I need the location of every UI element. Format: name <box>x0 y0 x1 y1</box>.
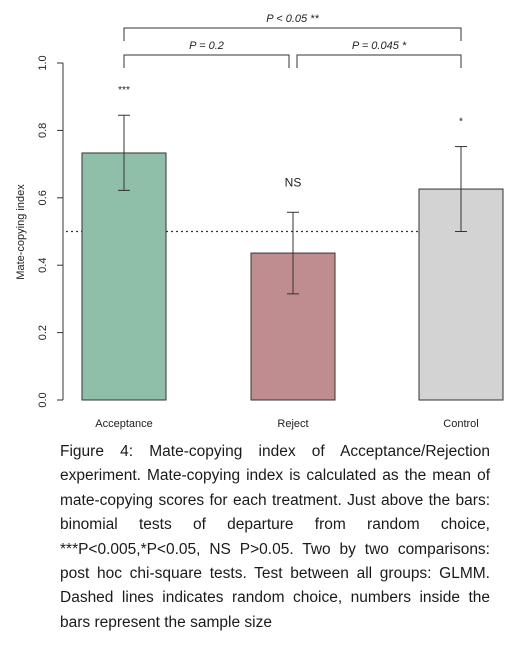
significance-label: NS <box>285 175 302 189</box>
x-tick-label: Control <box>443 418 478 430</box>
y-tick-label: 0.4 <box>37 258 49 273</box>
figure-caption: Figure 4: Mate-copying index of Acceptan… <box>60 443 490 631</box>
comparison-brackets: P < 0.05 ** P = 0.2 P = 0.045 * <box>123 13 462 68</box>
y-tick-label: 0.8 <box>37 123 49 138</box>
comparison-bracket <box>123 27 462 41</box>
comparison-label: P < 0.05 ** <box>266 13 319 25</box>
bar-chart: 0.00.20.40.60.81.0 Mate-copying index **… <box>15 13 504 430</box>
comparison-bracket <box>296 54 462 68</box>
significance-label: * <box>459 117 463 128</box>
y-tick-label: 0.0 <box>37 392 49 407</box>
significance-label: *** <box>118 85 130 96</box>
x-tick-label: Reject <box>277 418 308 430</box>
y-axis: 0.0 0.2 0.4 0.6 0.8 1.0 <box>37 55 64 408</box>
y-tick-label: 0.6 <box>37 190 49 205</box>
comparison-label: P = 0.2 <box>189 40 224 52</box>
x-tick-label: Acceptance <box>95 418 152 430</box>
y-tick-label: 1.0 <box>37 55 49 70</box>
y-tick-label: 0.2 <box>37 325 49 340</box>
comparison-label: P = 0.045 * <box>352 40 407 52</box>
bars: *** Acceptance NS Reject * Control <box>81 85 504 430</box>
comparison-bracket <box>123 54 290 68</box>
y-axis-label: Mate-copying index <box>15 184 27 280</box>
